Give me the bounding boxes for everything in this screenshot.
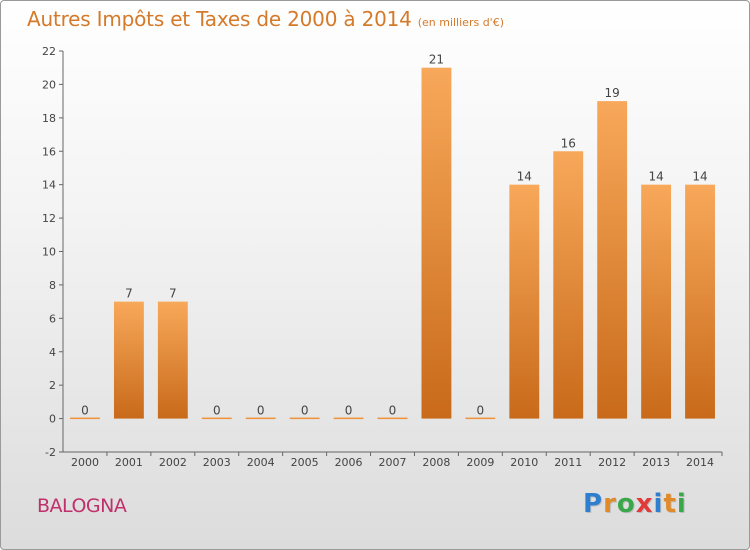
x-tick-label: 2012: [598, 456, 626, 469]
proxiti-logo[interactable]: Proxiti: [583, 489, 687, 519]
data-label-2003: 0: [213, 404, 221, 418]
x-tick-label: 2011: [554, 456, 582, 469]
data-label-2000: 0: [81, 404, 89, 418]
logo-letter: t: [663, 489, 677, 519]
x-tick-label: 2005: [291, 456, 319, 469]
y-tick-label: 2: [49, 379, 56, 392]
x-tick-label: 2007: [379, 456, 407, 469]
bar-2005: [289, 417, 320, 420]
chart-title-unit: (en milliers d'€): [417, 16, 504, 29]
y-tick-label: 10: [42, 246, 56, 259]
axes: -2 0 2 4 6 8 10 12 14 16 18 20 22 2000 2001 2002 2003 200…: [42, 45, 723, 469]
data-label-2005: 0: [301, 404, 309, 418]
y-tick-label: 22: [42, 45, 56, 58]
x-tick-label: 2006: [335, 456, 363, 469]
bar-2007: [377, 417, 408, 420]
y-tick-label: 18: [42, 112, 56, 125]
commune-name: BALOGNA: [37, 495, 127, 517]
logo-letter: i: [676, 489, 687, 519]
data-label-2009: 0: [477, 404, 485, 418]
data-label-2004: 0: [257, 404, 265, 418]
bar-chart: -2 0 2 4 6 8 10 12 14 16 18 20 22 2000 2001 2002 2003 200…: [42, 45, 723, 469]
y-tick-label: 16: [42, 145, 56, 158]
data-label-2007: 0: [389, 404, 397, 418]
bar-2008: [421, 67, 452, 419]
y-tick-label: 4: [49, 346, 56, 359]
x-tick-label: 2001: [115, 456, 143, 469]
bar-2006: [333, 417, 364, 420]
y-tick-label: 20: [42, 78, 56, 91]
bar-2001: [113, 301, 144, 419]
data-label-2014: 14: [692, 170, 707, 184]
data-label-2008: 21: [429, 53, 444, 67]
chart-title-main: Autres Impôts et Taxes de 2000 à 2014: [27, 7, 412, 31]
x-tick-label: 2008: [422, 456, 450, 469]
bar-2009: [465, 417, 496, 420]
y-tick-label: 14: [42, 179, 56, 192]
x-tick-label: 2013: [642, 456, 670, 469]
x-tick-label: 2000: [71, 456, 99, 469]
bars: [70, 67, 715, 420]
x-tick-label: 2010: [510, 456, 538, 469]
data-label-2012: 19: [605, 86, 620, 100]
bar-2002: [157, 301, 188, 419]
logo-letter: r: [603, 489, 617, 519]
data-label-2011: 16: [561, 136, 576, 150]
x-tick-label: 2009: [466, 456, 494, 469]
x-tick-label: 2002: [159, 456, 187, 469]
logo-letter: x: [635, 489, 654, 519]
x-tick-label: 2014: [686, 456, 714, 469]
bar-2013: [641, 184, 672, 419]
bar-2003: [201, 417, 232, 420]
y-tick-label: 0: [49, 413, 56, 426]
logo-letter: o: [616, 489, 636, 519]
bar-2010: [509, 184, 540, 419]
data-label-2010: 14: [517, 170, 532, 184]
y-tick-label: -2: [45, 446, 56, 459]
logo-letter: P: [583, 489, 604, 519]
bar-2014: [685, 184, 715, 419]
logo-letter: i: [653, 489, 664, 519]
data-label-2006: 0: [345, 404, 353, 418]
data-labels: 0 7 7 0 0 0 0 0 21 0 14 16 19 14 14: [81, 53, 708, 418]
chart-title: Autres Impôts et Taxes de 2000 à 2014 (en…: [27, 7, 504, 31]
y-tick-label: 12: [42, 212, 56, 225]
x-tick-label: 2003: [203, 456, 231, 469]
bar-2011: [553, 151, 584, 419]
data-label-2002: 7: [169, 287, 177, 301]
y-tick-label: 8: [49, 279, 56, 292]
bar-2000: [70, 417, 100, 420]
y-tick-label: 6: [49, 312, 56, 325]
bar-2012: [597, 101, 628, 419]
bar-2004: [245, 417, 276, 420]
data-label-2013: 14: [648, 170, 663, 184]
x-tick-label: 2004: [247, 456, 275, 469]
data-label-2001: 7: [125, 287, 133, 301]
